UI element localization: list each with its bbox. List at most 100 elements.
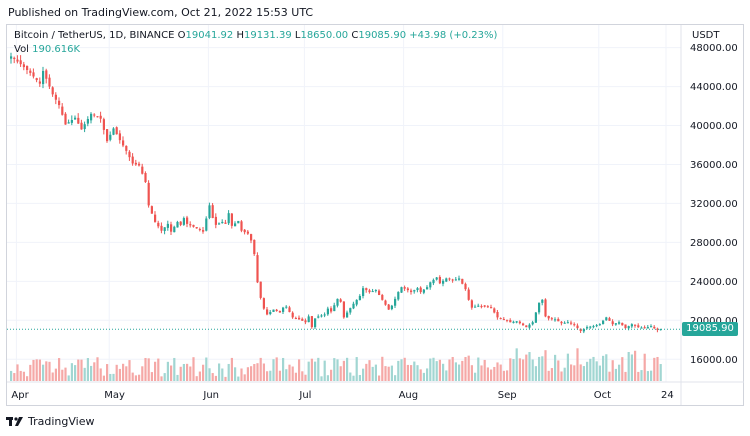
candle-body	[192, 224, 195, 227]
volume-bar	[310, 358, 313, 381]
y-tick-label: 32000.00	[690, 199, 738, 210]
volume-bar	[13, 373, 16, 381]
candle-body	[506, 319, 509, 321]
candle-body	[355, 299, 358, 305]
volume-bar	[518, 358, 521, 381]
y-tick-label: 24000.00	[690, 277, 738, 288]
candle-body	[400, 287, 403, 293]
candle-body	[477, 305, 480, 307]
candle-body	[512, 321, 515, 323]
candle-body	[442, 280, 445, 284]
volume-bar	[218, 363, 221, 381]
volume-bar	[589, 358, 592, 381]
volume-bar	[499, 364, 502, 381]
candle-body	[557, 319, 560, 322]
volume-bar	[582, 366, 585, 381]
candle-body	[176, 221, 179, 228]
volume-bar	[182, 363, 185, 381]
y-tick-label: 16000.00	[690, 355, 738, 366]
volume-bar	[342, 360, 345, 381]
candle-body	[35, 78, 38, 81]
volume-bar	[288, 364, 291, 381]
candle-body	[342, 301, 345, 318]
candle-body	[365, 288, 368, 291]
volume-bar	[560, 371, 563, 381]
candle-body	[538, 302, 541, 313]
candle-body	[243, 229, 246, 233]
volume-bar	[93, 362, 96, 381]
candle-body	[96, 116, 99, 118]
volume-bar	[614, 368, 617, 381]
volume-bar	[160, 376, 163, 381]
candle-body	[525, 325, 528, 328]
candle-body	[493, 308, 496, 313]
volume-bar	[77, 359, 80, 381]
symbol-label[interactable]: Bitcoin / TetherUS, 1D, BINANCE	[14, 30, 175, 41]
candle-body	[464, 283, 467, 290]
volume-bar	[29, 364, 32, 381]
candle-body	[515, 321, 518, 323]
candle-body	[262, 298, 265, 309]
candle-body	[550, 318, 553, 320]
low-label: L	[294, 30, 301, 41]
candle-body	[397, 292, 400, 300]
candle-body	[634, 324, 637, 326]
y-tick-label: 20000.00	[690, 316, 738, 327]
candle-body	[621, 322, 624, 326]
y-tick-label: 36000.00	[690, 160, 738, 171]
volume-bar	[502, 370, 505, 381]
volume-bar	[10, 370, 13, 381]
candle-body	[208, 205, 211, 218]
volume-bar	[496, 362, 499, 381]
candle-body	[112, 128, 115, 135]
high-label: H	[236, 30, 244, 41]
candle-body	[605, 317, 608, 321]
volume-bar	[490, 369, 493, 381]
candle-body	[554, 319, 557, 321]
volume-bar	[384, 366, 387, 381]
candle-body	[528, 324, 531, 328]
candle-body	[294, 317, 297, 319]
candle-body	[522, 323, 525, 326]
volume-bar	[566, 353, 569, 381]
candle-body	[576, 325, 579, 329]
candle-body	[131, 156, 134, 164]
volume-bar	[96, 357, 99, 381]
volume-bar	[173, 357, 176, 381]
x-tick-label: Apr	[11, 390, 29, 401]
volume-bar	[416, 365, 419, 381]
volume-bar	[474, 372, 477, 381]
volume-bar	[397, 360, 400, 381]
candle-body	[125, 145, 128, 151]
candle-body	[272, 309, 275, 312]
volume-bar	[122, 363, 125, 381]
volume-bar	[106, 364, 109, 381]
y-tick-label: 28000.00	[690, 238, 738, 249]
volume-bar	[298, 359, 301, 381]
price-chart[interactable]: 48000.00 44000.00 40000.00 36000.00 32000.00…	[7, 25, 744, 405]
volume-bar	[646, 371, 649, 381]
candle-body	[544, 299, 547, 317]
candle-body	[410, 290, 413, 293]
high-value: 19131.39	[243, 30, 292, 41]
candle-body	[48, 77, 51, 87]
currency-label[interactable]: USDT	[692, 30, 720, 41]
volume-bar	[598, 365, 601, 381]
volume-bar	[19, 370, 22, 381]
volume-bar	[352, 375, 355, 381]
low-value: 18650.00	[300, 30, 349, 41]
volume-bar	[109, 373, 112, 381]
candle-body	[67, 122, 70, 124]
candle-body	[589, 326, 592, 328]
volume-bar	[266, 371, 269, 381]
volume-bar	[294, 372, 297, 381]
footer-brand[interactable]: TradingView	[6, 412, 94, 430]
volume-bar	[355, 357, 358, 381]
candle-body	[198, 229, 201, 231]
candle-body	[323, 314, 326, 316]
candle-body	[432, 279, 435, 284]
volume-bar	[221, 368, 224, 381]
volume-bar	[435, 361, 438, 381]
candle-body	[480, 306, 483, 308]
candle-body	[170, 224, 173, 232]
